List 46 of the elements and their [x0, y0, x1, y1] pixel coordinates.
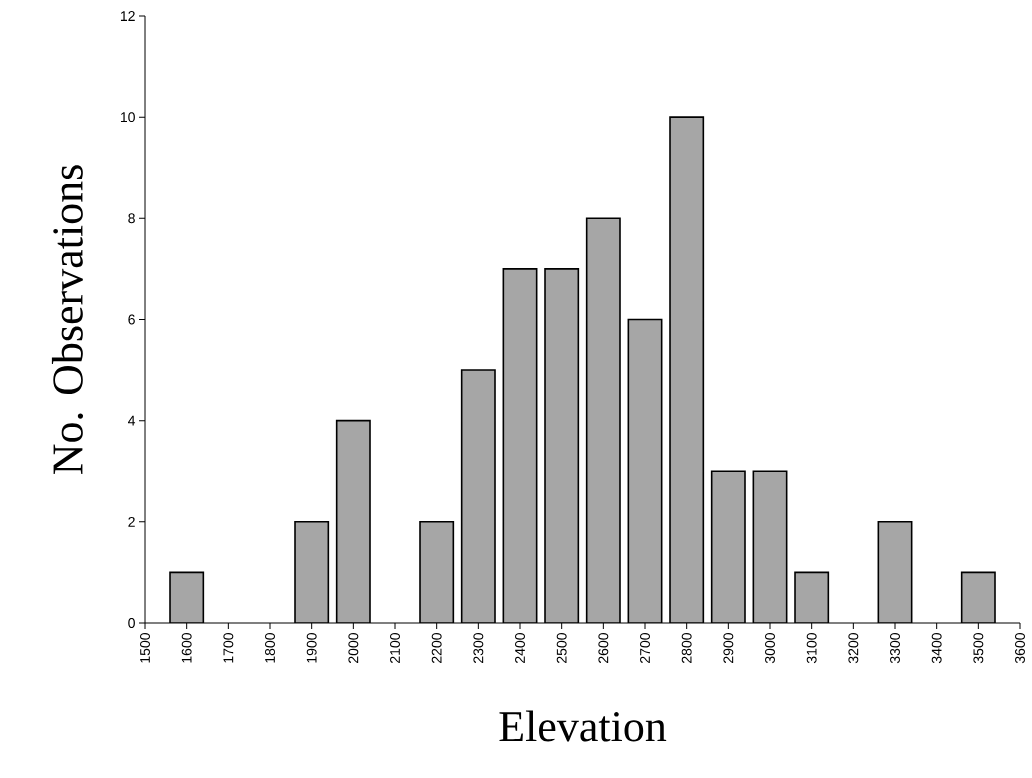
- x-tick-label: 1800: [265, 633, 275, 663]
- y-tick-label: 2: [128, 516, 135, 527]
- y-tick-label: 10: [120, 112, 135, 123]
- bar: [710, 470, 746, 623]
- bar: [460, 369, 496, 623]
- x-tick-label: 2500: [556, 633, 567, 663]
- x-tick-label: 2400: [515, 633, 525, 663]
- bar: [294, 521, 330, 623]
- bar: [669, 116, 705, 623]
- y-tick-label: 6: [128, 314, 135, 325]
- x-tick-label: 2700: [640, 633, 650, 663]
- bar: [585, 217, 621, 623]
- x-tick-label: 2200: [431, 633, 442, 663]
- x-tick-label: 2800: [681, 633, 692, 663]
- bar: [877, 521, 913, 623]
- x-tick-label: 2300: [473, 633, 484, 663]
- bar: [960, 571, 996, 623]
- x-tick-label: 3600: [1015, 633, 1025, 664]
- bar: [627, 318, 663, 623]
- bar: [544, 268, 580, 623]
- x-tick-label: 2000: [348, 633, 359, 663]
- y-tick-label: 0: [128, 618, 135, 628]
- x-tick-label: 2100: [390, 633, 400, 663]
- y-axis-title: No. Observations: [51, 165, 84, 475]
- y-tick-label: 4: [128, 415, 136, 426]
- bar: [502, 268, 538, 623]
- x-tick-label: 1500: [140, 633, 150, 663]
- bar: [169, 571, 205, 623]
- y-tick-label: 12: [120, 11, 135, 21]
- y-tick-label: 8: [128, 213, 135, 224]
- x-axis-title: Elevation: [499, 710, 667, 742]
- x-tick-label: 2900: [723, 633, 734, 663]
- bar: [794, 571, 830, 623]
- x-tick-label: 1900: [306, 633, 317, 663]
- bar: [419, 521, 455, 623]
- x-tick-label: 1700: [223, 633, 234, 663]
- x-tick-label: 3500: [973, 633, 984, 664]
- x-tick-label: 3300: [890, 633, 900, 664]
- bar: [752, 470, 788, 623]
- x-tick-label: 3200: [848, 633, 859, 664]
- x-tick-label: 3400: [931, 633, 942, 664]
- x-tick-label: 3000: [765, 633, 775, 664]
- bar: [335, 419, 371, 623]
- x-tick-label: 2600: [598, 633, 609, 663]
- x-tick-label: 1600: [181, 633, 192, 663]
- x-tick-label: 3100: [806, 633, 817, 664]
